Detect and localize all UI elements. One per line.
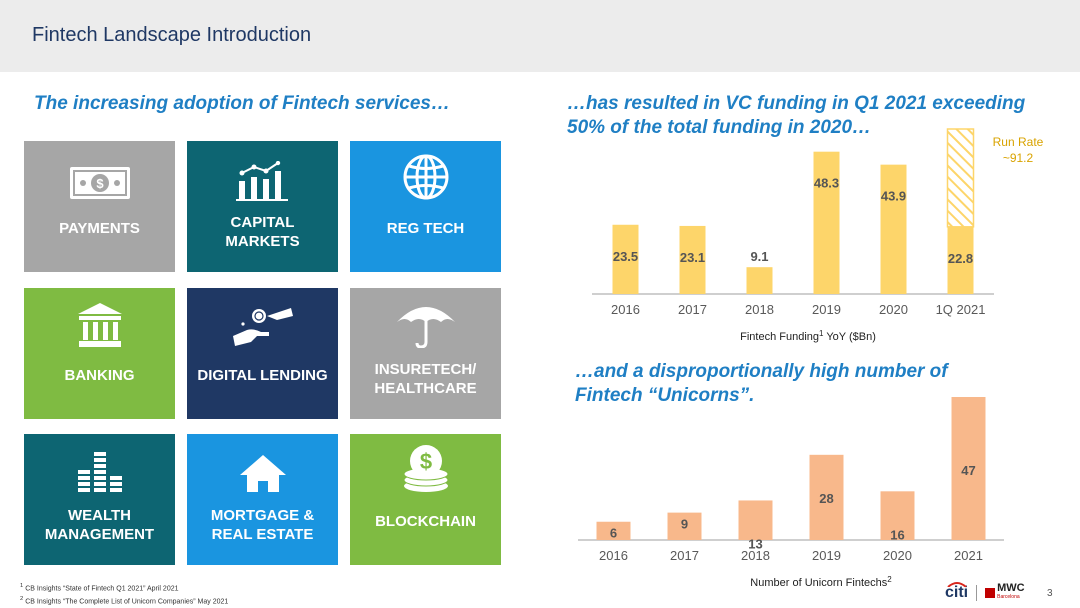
footnote-marker: 1 — [20, 583, 24, 589]
citi-logo: citi — [945, 582, 969, 602]
tile-label: BLOCKCHAIN — [375, 513, 476, 530]
unicorn-data-label: 9 — [681, 517, 688, 532]
funding-bar — [679, 225, 706, 294]
funding-data-label: 23.1 — [680, 250, 705, 265]
logo-divider — [976, 585, 978, 601]
tile-label: CAPITAL MARKETS — [225, 214, 300, 250]
funding-bar — [612, 224, 639, 294]
unicorn-axis-title: Number of Unicorn Fintechs2 — [750, 575, 892, 589]
unicorn-headline: …and a disproportionally high number of … — [575, 361, 948, 406]
unicorn-bar — [951, 397, 986, 540]
unicorn-tick-label: 2020 — [883, 548, 912, 563]
mwc-mark-icon — [985, 588, 996, 598]
footnote-marker: 2 — [20, 596, 24, 603]
mwc-logo-subtext: Barcelona — [997, 594, 1020, 600]
funding-tick-label: 2018 — [745, 302, 774, 317]
funding-tick-label: 1Q 2021 — [936, 302, 986, 317]
citi-logo-text: citi — [945, 584, 969, 601]
unicorn-bar — [809, 454, 844, 540]
tile-label: WEALTH MANAGEMENT — [44, 507, 155, 543]
footnote-text: CB Insights “State of Fintech Q1 2021” A… — [25, 585, 179, 593]
tile-label: PAYMENTS — [59, 220, 140, 237]
bar-chart-trend-icon — [187, 141, 338, 205]
funding-data-label: 22.8 — [948, 251, 973, 266]
funding-tick-label: 2020 — [879, 302, 908, 317]
funding-data-label: 43.9 — [881, 189, 906, 204]
run-rate-hatched-bar — [946, 128, 975, 228]
page-number: 3 — [1047, 588, 1053, 599]
footer-logos: citi MWC Barcelona — [945, 582, 1025, 603]
tile-blockchain[interactable]: $ BLOCKCHAIN — [350, 434, 501, 565]
unicorn-tick-label: 2016 — [599, 548, 628, 563]
umbrella-icon — [350, 288, 501, 352]
funding-data-label: 48.3 — [814, 176, 839, 191]
funding-data-label: 9.1 — [750, 249, 768, 264]
bank-building-icon — [24, 288, 175, 352]
globe-icon — [350, 141, 501, 205]
citi-arc-icon — [947, 582, 967, 587]
funding-tick-label: 2019 — [812, 302, 841, 317]
funding-bar — [813, 151, 840, 294]
hand-coin-icon — [187, 288, 338, 352]
unicorn-data-label: 47 — [961, 463, 975, 478]
unicorn-bar — [667, 512, 702, 540]
funding-data-label: 23.5 — [613, 249, 638, 264]
footnote-1: 1 CB Insights “State of Fintech Q1 2021”… — [20, 581, 228, 594]
tile-mortgage-real-estate[interactable]: MORTGAGE & REAL ESTATE — [187, 434, 338, 565]
house-icon — [187, 434, 338, 498]
funding-tick-label: 2017 — [678, 302, 707, 317]
unicorn-bar — [738, 500, 773, 540]
header-bar: Fintech Landscape Introduction — [0, 0, 1080, 72]
tile-banking[interactable]: BANKING — [24, 288, 175, 419]
tile-reg-tech[interactable]: REG TECH — [350, 141, 501, 272]
tile-label: BANKING — [64, 367, 135, 384]
tile-insuretech-healthcare[interactable]: INSURETECH/ HEALTHCARE — [350, 288, 501, 419]
tile-label: REG TECH — [386, 220, 465, 237]
page-title: Fintech Landscape Introduction — [32, 24, 312, 46]
tile-label: INSURETECH/ HEALTHCARE — [374, 361, 477, 397]
funding-bar — [880, 164, 907, 294]
funding-headline: …has resulted in VC funding in Q1 2021 e… — [567, 93, 1026, 138]
funding-bar — [947, 226, 974, 294]
unicorn-data-label: 28 — [819, 491, 833, 506]
svg-text:$: $ — [419, 449, 431, 474]
run-rate-value: ~91.2 — [1003, 151, 1034, 165]
footnote-2: 2 CB Insights “The Complete List of Unic… — [20, 594, 228, 607]
unicorn-tick-label: 2021 — [954, 548, 983, 563]
unicorn-tick-label: 2018 — [741, 548, 770, 563]
footnotes: 1 CB Insights “State of Fintech Q1 2021”… — [20, 581, 228, 608]
dollar-coin-icon: $ — [350, 434, 501, 498]
funding-bar — [746, 267, 773, 294]
footnote-text: CB Insights “The Complete List of Unicor… — [25, 598, 229, 606]
unicorn-data-label: 16 — [890, 527, 904, 542]
tile-digital-lending[interactable]: DIGITAL LENDING — [187, 288, 338, 419]
unicorn-tick-label: 2017 — [670, 548, 699, 563]
svg-text:$: $ — [96, 176, 104, 191]
tile-payments[interactable]: $ PAYMENTS — [24, 141, 175, 272]
coin-stacks-icon — [24, 434, 175, 498]
unicorn-bar — [880, 491, 915, 540]
run-rate-label: Run Rate — [993, 135, 1044, 149]
unicorn-data-label: 13 — [748, 536, 762, 551]
funding-tick-label: 2016 — [611, 302, 640, 317]
unicorn-data-label: 6 — [610, 526, 617, 541]
tile-label: MORTGAGE & REAL ESTATE — [210, 507, 315, 543]
mwc-logo: MWC Barcelona — [985, 582, 1025, 602]
mwc-logo-text: MWC — [997, 582, 1025, 594]
unicorn-tick-label: 2019 — [812, 548, 841, 563]
left-headline: The increasing adoption of Fintech servi… — [34, 93, 450, 114]
tile-wealth-management[interactable]: WEALTH MANAGEMENT — [24, 434, 175, 565]
tile-label: DIGITAL LENDING — [197, 367, 328, 384]
funding-axis-title: Fintech Funding1 YoY ($Bn) — [740, 329, 876, 343]
money-bill-icon: $ — [24, 141, 175, 205]
unicorn-bar — [596, 521, 631, 540]
tile-capital-markets[interactable]: CAPITAL MARKETS — [187, 141, 338, 272]
